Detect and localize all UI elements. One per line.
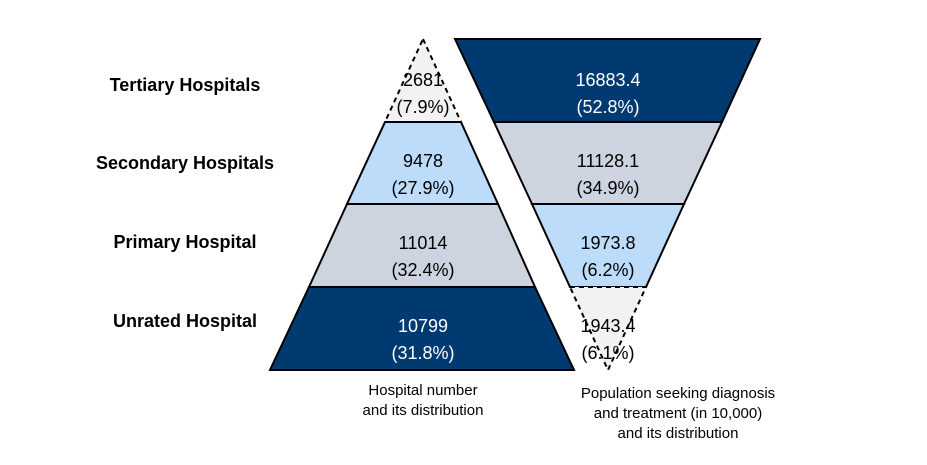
population-caption-line-3: and its distribution: [618, 425, 739, 442]
population-share-primary: (6.2%): [581, 260, 634, 280]
population-segment-unrated: [568, 286, 648, 373]
level-label-unrated: Unrated Hospital: [113, 311, 257, 331]
level-label-tertiary: Tertiary Hospitals: [110, 75, 261, 95]
population-value-primary: 1973.8: [580, 233, 635, 253]
population-share-tertiary: (52.8%): [576, 97, 639, 117]
population-value-tertiary: 16883.4: [575, 70, 640, 90]
hospital-number-value-tertiary: 2681: [403, 70, 443, 90]
hospital-number-share-primary: (32.4%): [391, 260, 454, 280]
hospital-number-share-tertiary: (7.9%): [396, 97, 449, 117]
hospital-number-value-primary: 11014: [399, 233, 448, 253]
population-value-secondary: 11128.1: [577, 151, 639, 171]
population-share-unrated: (6.1%): [581, 343, 634, 363]
population-pyramid: 16883.4 (52.8%) 11128.1 (34.9%) 1973.8 (…: [453, 38, 762, 373]
hospital-number-caption: Hospital number and its distribution: [363, 382, 484, 419]
population-caption: Population seeking diagnosis and treatme…: [581, 385, 775, 442]
level-labels: Tertiary Hospitals Secondary Hospitals P…: [96, 75, 274, 331]
population-share-secondary: (34.9%): [576, 178, 639, 198]
level-label-secondary: Secondary Hospitals: [96, 153, 274, 173]
hospital-number-segment-unrated: [268, 286, 576, 371]
hospital-number-share-unrated: (31.8%): [391, 343, 454, 363]
hospital-number-caption-line-1: Hospital number: [368, 382, 477, 399]
hospital-number-caption-line-2: and its distribution: [363, 402, 484, 419]
level-label-primary: Primary Hospital: [113, 232, 256, 252]
hospital-number-pyramid: 2681 (7.9%) 9478 (27.9%) 11014 (32.4%) 1…: [268, 36, 576, 371]
population-caption-line-1: Population seeking diagnosis: [581, 385, 775, 402]
hospital-number-value-unrated: 10799: [398, 316, 448, 336]
hospital-number-value-secondary: 9478: [403, 151, 443, 171]
population-value-unrated: 1943.4: [580, 316, 635, 336]
hospital-number-share-secondary: (27.9%): [391, 178, 454, 198]
population-caption-line-2: and treatment (in 10,000): [594, 405, 762, 422]
